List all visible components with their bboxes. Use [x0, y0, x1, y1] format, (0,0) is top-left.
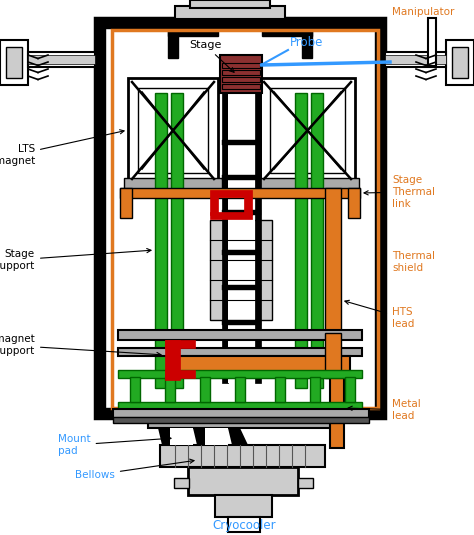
- Bar: [130, 377, 140, 402]
- Bar: [330, 378, 344, 448]
- Bar: [244, 197, 252, 215]
- Polygon shape: [193, 428, 213, 445]
- Bar: [348, 188, 360, 218]
- Bar: [222, 210, 261, 215]
- Bar: [124, 178, 222, 190]
- Bar: [95, 18, 385, 28]
- Bar: [170, 428, 193, 445]
- Bar: [222, 320, 261, 325]
- Bar: [28, 55, 95, 64]
- Bar: [165, 377, 175, 402]
- Bar: [345, 377, 355, 402]
- Bar: [160, 445, 325, 467]
- Bar: [120, 188, 132, 218]
- Bar: [190, 0, 270, 8]
- Bar: [168, 28, 218, 36]
- Text: Thermal
shield: Thermal shield: [382, 251, 435, 273]
- Text: Metal
lead: Metal lead: [348, 399, 421, 421]
- Bar: [112, 30, 378, 408]
- Bar: [95, 18, 385, 418]
- Bar: [175, 6, 285, 19]
- Bar: [452, 47, 468, 78]
- Bar: [168, 28, 178, 58]
- Bar: [165, 340, 195, 348]
- Bar: [235, 377, 245, 402]
- Text: Stage
Thermal
link: Stage Thermal link: [364, 175, 435, 209]
- Bar: [385, 52, 446, 67]
- Text: Stage: Stage: [189, 40, 234, 72]
- Bar: [205, 428, 228, 445]
- Bar: [6, 47, 22, 78]
- Bar: [302, 28, 312, 58]
- Bar: [210, 190, 252, 197]
- Bar: [262, 28, 312, 36]
- Bar: [428, 18, 436, 66]
- Text: Cryocooler: Cryocooler: [212, 519, 276, 532]
- Bar: [222, 140, 261, 145]
- Bar: [275, 377, 285, 402]
- Bar: [155, 93, 167, 388]
- Bar: [310, 377, 320, 402]
- Text: LTS
magnet: LTS magnet: [0, 129, 124, 166]
- Bar: [222, 63, 260, 68]
- Bar: [222, 250, 261, 255]
- Bar: [222, 84, 260, 89]
- Text: Stage
support: Stage support: [0, 248, 151, 271]
- Bar: [138, 88, 208, 173]
- Polygon shape: [158, 428, 178, 445]
- Bar: [255, 93, 261, 383]
- Bar: [222, 285, 261, 290]
- Bar: [256, 178, 359, 190]
- Bar: [128, 78, 218, 183]
- Bar: [171, 93, 183, 388]
- Bar: [311, 93, 323, 388]
- Bar: [0, 40, 28, 85]
- Bar: [295, 93, 307, 388]
- Bar: [118, 370, 362, 378]
- Text: Manipulator: Manipulator: [392, 7, 455, 17]
- Bar: [298, 478, 313, 488]
- Bar: [222, 93, 228, 383]
- Bar: [228, 93, 255, 383]
- Bar: [215, 495, 272, 517]
- Text: HTS
lead: HTS lead: [345, 300, 414, 329]
- Bar: [222, 77, 260, 82]
- Bar: [170, 356, 350, 378]
- Bar: [228, 517, 260, 532]
- Bar: [174, 478, 189, 488]
- Bar: [220, 55, 262, 93]
- Bar: [28, 52, 95, 67]
- Bar: [118, 402, 362, 410]
- Bar: [95, 18, 105, 418]
- Bar: [188, 467, 298, 495]
- Bar: [222, 70, 260, 75]
- Bar: [118, 330, 362, 340]
- Bar: [325, 188, 341, 333]
- Bar: [148, 418, 333, 428]
- Text: LTS magnet
support: LTS magnet support: [0, 334, 161, 356]
- Bar: [118, 348, 362, 356]
- Bar: [113, 417, 369, 423]
- Bar: [95, 408, 385, 418]
- Bar: [446, 40, 474, 85]
- Bar: [260, 78, 355, 183]
- Text: Probe: Probe: [290, 35, 323, 49]
- Bar: [165, 370, 195, 378]
- Bar: [210, 212, 252, 219]
- Bar: [270, 88, 345, 173]
- Bar: [165, 340, 180, 380]
- Bar: [210, 220, 272, 320]
- Text: Mount
pad: Mount pad: [58, 434, 171, 456]
- Bar: [325, 333, 341, 378]
- Bar: [375, 18, 385, 418]
- Bar: [120, 188, 360, 198]
- Bar: [113, 409, 369, 418]
- Polygon shape: [228, 428, 248, 445]
- Bar: [200, 377, 210, 402]
- Text: Bellows: Bellows: [75, 459, 194, 480]
- Bar: [385, 55, 446, 64]
- Bar: [210, 197, 218, 215]
- Bar: [222, 175, 261, 180]
